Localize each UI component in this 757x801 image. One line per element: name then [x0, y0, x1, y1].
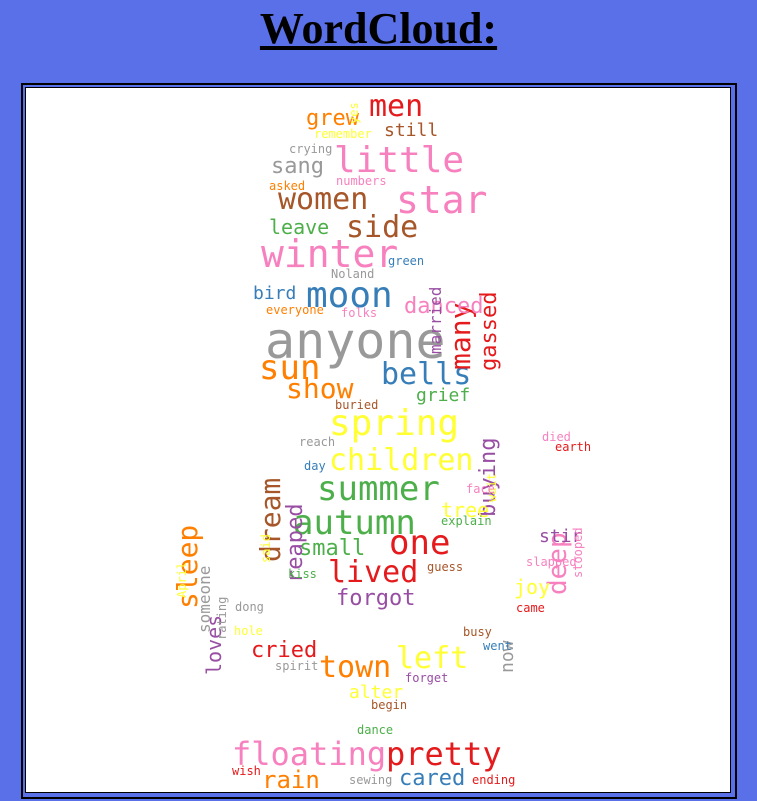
cloud-word-cared: cared [399, 766, 466, 791]
cloud-word-leave: leave [269, 215, 330, 239]
cloud-word-summer: summer [317, 469, 440, 509]
cloud-word-small: small [299, 536, 366, 561]
cloud-word-hole: hole [234, 624, 263, 638]
cloud-word-died: died [542, 430, 571, 444]
cloud-word-sun: sun [259, 348, 321, 388]
cloud-word-dance: dance [357, 723, 394, 737]
cloud-word-yes: yes [347, 101, 361, 124]
cloud-word-explain: explain [441, 514, 492, 528]
cloud-word-numbers: numbers [336, 174, 387, 188]
cloud-word-side: side [346, 210, 419, 245]
cloud-word-begin: begin [371, 698, 408, 712]
cloud-word-dong: dong [235, 600, 264, 614]
cloud-word-green: green [388, 254, 425, 268]
cloud-word-still: still [384, 120, 439, 141]
cloud-word-stooped: stooped [571, 527, 585, 579]
cloud-word-left: left [396, 641, 469, 676]
cloud-word-town: town [319, 650, 392, 685]
cloud-word-everyone: everyone [266, 303, 324, 317]
cloud-word-joy: joy [514, 575, 551, 599]
cloud-word-busy: busy [463, 625, 492, 639]
cloud-word-married: married [426, 286, 445, 355]
cloud-word-sang: sang [271, 154, 324, 179]
cloud-word-guess: guess [427, 560, 464, 574]
cloud-word-autumn: autumn [293, 503, 416, 543]
page-title: WordCloud: [259, 4, 498, 53]
cloud-word-spring: spring [329, 403, 460, 444]
cloud-word-gassed: gassed [477, 291, 502, 372]
cloud-word-buried: buried [335, 398, 379, 412]
cloud-word-winter: winter [261, 232, 399, 276]
cloud-word-anyone: anyone [265, 312, 446, 370]
cloud-word-one: one [389, 523, 451, 563]
cloud-word-floating: floating [232, 735, 387, 773]
cloud-word-danced: danced [404, 294, 484, 319]
cloud-word-april: April [175, 561, 189, 598]
cloud-word-grew: grew [306, 106, 359, 131]
cloud-word-sewing: sewing [349, 773, 393, 787]
cloud-word-slapped: slapped [526, 555, 577, 569]
cloud-word-men: men [369, 89, 424, 124]
cloud-word-asked: asked [269, 179, 306, 193]
cloud-word-rain: rain [262, 766, 320, 793]
cloud-word-face: face [466, 482, 495, 496]
cloud-word-bird: bird [253, 283, 297, 304]
cloud-word-day: day [304, 459, 326, 473]
cloud-word-rating: rating [215, 596, 229, 641]
cloud-word-lived: lived [328, 555, 419, 590]
cloud-word-crying: crying [289, 142, 333, 156]
cloud-word-women: women [278, 182, 369, 217]
cloud-word-earth: earth [555, 440, 592, 454]
cloud-word-show: show [286, 372, 354, 405]
cloud-word-said: said [259, 533, 273, 563]
cloud-word-spirit: spirit [275, 659, 319, 673]
cloud-word-moon: moon [306, 275, 393, 316]
cloud-word-forgot: forgot [336, 586, 416, 611]
cloud-word-reach: reach [299, 435, 336, 449]
cloud-word-wish: wish [232, 764, 261, 778]
cloud-word-went: went [483, 639, 512, 653]
cloud-word-star: star [396, 178, 488, 222]
cloud-word-someone: someone [195, 565, 214, 634]
cloud-word-grief: grief [416, 385, 471, 406]
cloud-word-ending: ending [472, 773, 516, 787]
cloud-word-noland: Noland [331, 267, 375, 281]
cloud-word-forget: forget [405, 671, 449, 685]
cloud-word-cried: cried [251, 638, 318, 663]
cloud-word-kiss: kiss [288, 567, 317, 581]
cloud-word-tree: tree [441, 498, 490, 522]
cloud-word-remember: remember [314, 127, 372, 141]
cloud-word-children: children [329, 443, 474, 478]
cloud-word-stir: stir [539, 526, 583, 547]
cloud-word-pretty: pretty [386, 735, 502, 773]
cloud-word-folks: folks [341, 306, 378, 320]
cloud-word-alter: alter [349, 682, 404, 703]
cloud-word-came: came [516, 601, 545, 615]
wordcloud-frame: anyone winter little star moon spring summer au… [21, 83, 737, 799]
cloud-word-little: little [334, 140, 465, 181]
cloud-word-bells: bells [381, 357, 472, 392]
wordcloud-canvas: anyone winter little star moon spring summer au… [25, 87, 731, 793]
